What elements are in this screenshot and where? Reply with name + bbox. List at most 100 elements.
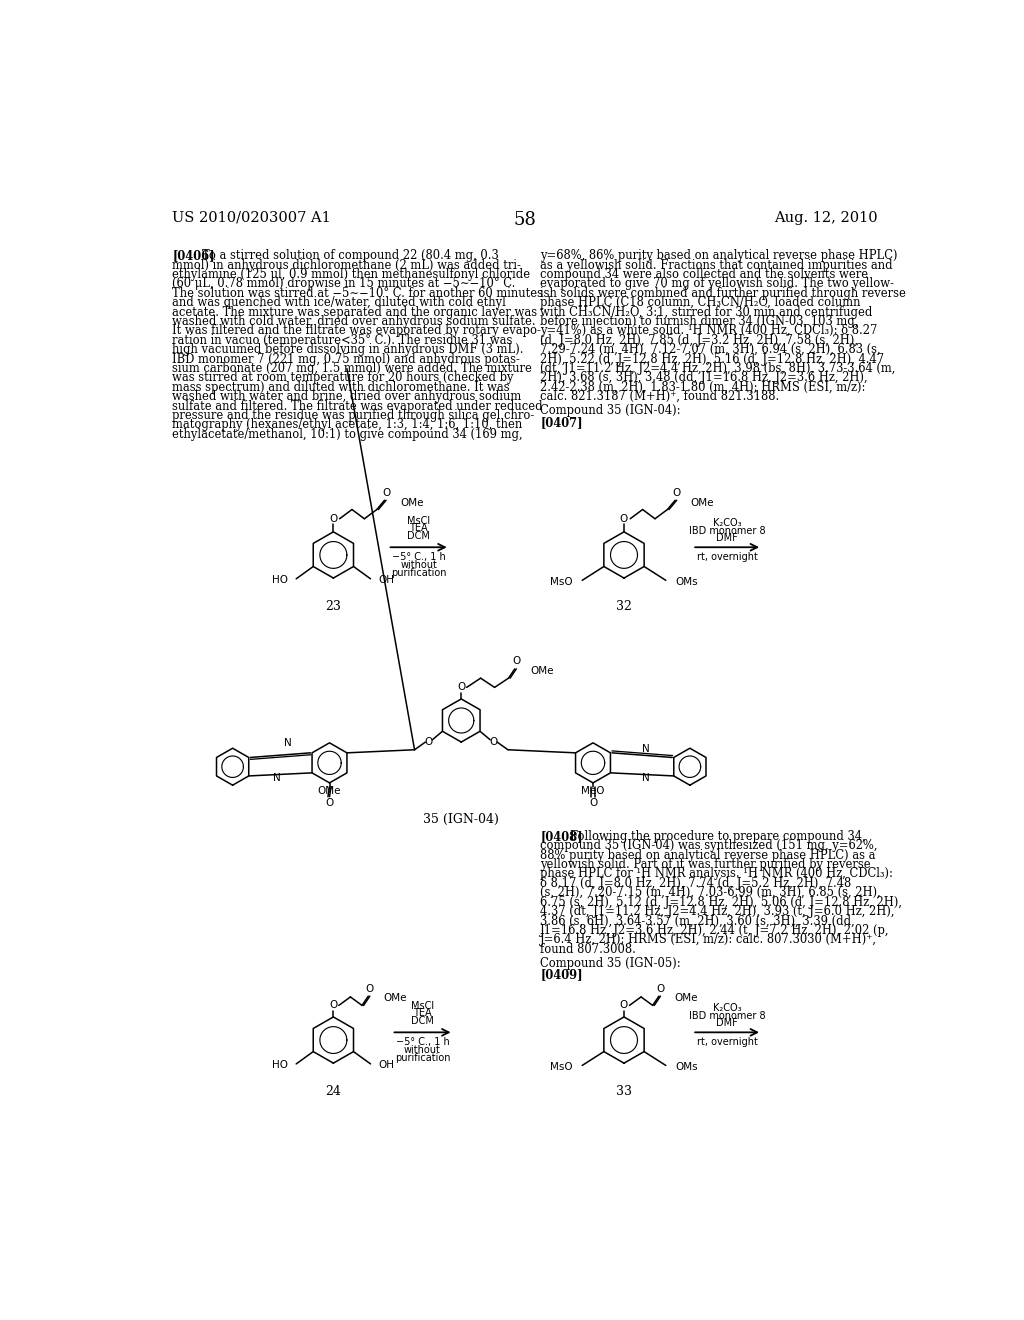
Text: (dt, J1=11.2 Hz, J2=4.4 Hz, 2H), 3.98 (bs, 8H), 3.73-3.64 (m,: (dt, J1=11.2 Hz, J2=4.4 Hz, 2H), 3.98 (b… [541, 362, 896, 375]
Text: and was quenched with ice/water, diluted with cold ethyl: and was quenched with ice/water, diluted… [172, 296, 506, 309]
Text: IBD monomer 8: IBD monomer 8 [689, 525, 765, 536]
Text: evaporated to give 70 mg of yellowish solid. The two yellow-: evaporated to give 70 mg of yellowish so… [541, 277, 894, 290]
Text: mass spectrum) and diluted with dichloromethane. It was: mass spectrum) and diluted with dichloro… [172, 380, 510, 393]
Text: washed with water and brine, dried over anhydrous sodium: washed with water and brine, dried over … [172, 391, 521, 403]
Text: O: O [620, 1001, 628, 1010]
Text: −5° C., 1 h: −5° C., 1 h [392, 552, 445, 562]
Text: ish solids were combined and further purified through reverse: ish solids were combined and further pur… [541, 286, 906, 300]
Text: phase HPLC for ¹H NMR analysis. ¹H NMR (400 Hz, CDCl₃):: phase HPLC for ¹H NMR analysis. ¹H NMR (… [541, 867, 893, 880]
Text: 2H), 3.68 (s, 3H), 3.48 (dd, J1=16.8 Hz, J2=3.6 Hz, 2H),: 2H), 3.68 (s, 3H), 3.48 (dd, J1=16.8 Hz,… [541, 371, 868, 384]
Text: OMe: OMe [317, 785, 341, 796]
Text: To a stirred solution of compound 22 (80.4 mg, 0.3: To a stirred solution of compound 22 (80… [202, 249, 499, 263]
Text: OMe: OMe [384, 994, 408, 1003]
Text: MeO: MeO [582, 785, 605, 796]
Text: O: O [330, 513, 338, 524]
Text: J1=16.8 Hz, J2=3.6 Hz, 2H), 2.44 (t, J=7.2 Hz, 2H), 2.02 (p,: J1=16.8 Hz, J2=3.6 Hz, 2H), 2.44 (t, J=7… [541, 924, 890, 937]
Text: O: O [489, 737, 498, 747]
Text: OH: OH [378, 1060, 394, 1071]
Text: MsCl: MsCl [411, 1001, 434, 1011]
Text: O: O [330, 1001, 338, 1010]
Text: TEA: TEA [410, 524, 428, 533]
Text: O: O [457, 682, 465, 693]
Text: K₂CO₃: K₂CO₃ [713, 1003, 741, 1014]
Text: calc. 821.3187 (M+H)⁺, found 821.3188.: calc. 821.3187 (M+H)⁺, found 821.3188. [541, 391, 779, 403]
Text: 6.75 (s, 2H), 5.12 (d, J=12.8 Hz, 2H), 5.06 (d, J=12.8 Hz, 2H),: 6.75 (s, 2H), 5.12 (d, J=12.8 Hz, 2H), 5… [541, 895, 902, 908]
Text: 4.37 (dt, J1=11.2 Hz, J2=4.4 Hz, 2H), 3.93 (t, J=6.0 Hz, 2H),: 4.37 (dt, J1=11.2 Hz, J2=4.4 Hz, 2H), 3.… [541, 906, 895, 917]
Text: O: O [620, 513, 628, 524]
Text: O: O [589, 797, 597, 808]
Text: N: N [272, 774, 281, 783]
Text: yellowish solid. Part of it was further purified by reverse: yellowish solid. Part of it was further … [541, 858, 871, 871]
Text: 2H), 5.22 (d, J=12.8 Hz, 2H), 5.16 (d, J=12.8 Hz, 2H), 4.47: 2H), 5.22 (d, J=12.8 Hz, 2H), 5.16 (d, J… [541, 352, 885, 366]
Text: 33: 33 [616, 1085, 632, 1098]
Text: −5° C., 1 h: −5° C., 1 h [395, 1038, 450, 1047]
Text: Aug. 12, 2010: Aug. 12, 2010 [774, 211, 878, 224]
Text: MsO: MsO [550, 577, 572, 587]
Text: OMe: OMe [530, 667, 554, 676]
Text: pressure and the residue was purified through silica gel chro-: pressure and the residue was purified th… [172, 409, 535, 422]
Text: washed with cold water, dried over anhydrous sodium sulfate.: washed with cold water, dried over anhyd… [172, 315, 536, 327]
Text: ration in vacuo (temperature<35° C.). The residue 31 was: ration in vacuo (temperature<35° C.). Th… [172, 334, 513, 347]
Text: y=68%, 86% purity based on analytical reverse phase HPLC): y=68%, 86% purity based on analytical re… [541, 249, 898, 263]
Text: [0408]: [0408] [541, 830, 583, 843]
Text: [0406]: [0406] [172, 249, 215, 263]
Text: O: O [424, 737, 432, 747]
Text: IBD monomer 7 (221 mg, 0.75 mmol) and anhydrous potas-: IBD monomer 7 (221 mg, 0.75 mmol) and an… [172, 352, 520, 366]
Text: DMF: DMF [716, 1019, 738, 1028]
Text: found 807.3008.: found 807.3008. [541, 942, 636, 956]
Text: matography (hexanes/ethyl acetate, 1:3, 1:4, 1:6, 1:10, then: matography (hexanes/ethyl acetate, 1:3, … [172, 418, 522, 432]
Text: DMF: DMF [716, 533, 738, 544]
Text: y=41%) as a white solid. ¹H NMR (400 Hz, CDCl₃): δ 8.27: y=41%) as a white solid. ¹H NMR (400 Hz,… [541, 325, 878, 338]
Text: rt, overnight: rt, overnight [696, 552, 758, 562]
Text: O: O [656, 985, 665, 994]
Text: HO: HO [272, 1060, 289, 1071]
Text: 2.42-2.38 (m, 2H), 1.83-1.80 (m, 4H); HRMS (ESI, m/z):: 2.42-2.38 (m, 2H), 1.83-1.80 (m, 4H); HR… [541, 380, 865, 393]
Text: N: N [285, 738, 292, 748]
Text: MsCl: MsCl [408, 516, 430, 525]
Text: It was filtered and the filtrate was evaporated by rotary evapo-: It was filtered and the filtrate was eva… [172, 325, 541, 338]
Text: The solution was stirred at −5∼−10° C. for another 60 minutes: The solution was stirred at −5∼−10° C. f… [172, 286, 543, 300]
Text: HO: HO [272, 576, 289, 585]
Text: sium carbonate (207 mg, 1.5 mmol) were added. The mixture: sium carbonate (207 mg, 1.5 mmol) were a… [172, 362, 532, 375]
Text: without: without [400, 560, 437, 570]
Text: IBD monomer 8: IBD monomer 8 [689, 1011, 765, 1020]
Text: N: N [642, 774, 650, 783]
Text: N: N [642, 744, 650, 754]
Text: MsO: MsO [550, 1063, 572, 1072]
Text: was stirred at room temperature for 20 hours (checked by: was stirred at room temperature for 20 h… [172, 371, 514, 384]
Text: compound 34 were also collected and the solvents were: compound 34 were also collected and the … [541, 268, 868, 281]
Text: 32: 32 [616, 599, 632, 612]
Text: compound 35 (IGN-04) was synthesized (151 mg, y=62%,: compound 35 (IGN-04) was synthesized (15… [541, 840, 878, 853]
Text: 24: 24 [326, 1085, 341, 1098]
Text: OMs: OMs [675, 577, 697, 587]
Text: 7.29-7.24 (m, 4H), 7.12-7.07 (m, 3H), 6.94 (s, 2H), 6.83 (s,: 7.29-7.24 (m, 4H), 7.12-7.07 (m, 3H), 6.… [541, 343, 881, 356]
Text: O: O [512, 656, 520, 667]
Text: OMs: OMs [675, 1063, 697, 1072]
Text: (60 μL, 0.78 mmol) dropwise in 15 minutes at −5∼−10° C.: (60 μL, 0.78 mmol) dropwise in 15 minute… [172, 277, 515, 290]
Text: OH: OH [378, 576, 394, 585]
Text: O: O [382, 488, 390, 499]
Text: purification: purification [394, 1053, 451, 1063]
Text: [0409]: [0409] [541, 969, 583, 981]
Text: OMe: OMe [690, 498, 714, 508]
Text: DCM: DCM [411, 1016, 434, 1026]
Text: phase HPLC (C18 column, CH₃CN/H₂O, loaded column: phase HPLC (C18 column, CH₃CN/H₂O, loade… [541, 296, 861, 309]
Text: (d, J=8.0 Hz, 2H), 7.85 (d, J=3.2 Hz, 2H), 7.58 (s, 2H),: (d, J=8.0 Hz, 2H), 7.85 (d, J=3.2 Hz, 2H… [541, 334, 858, 347]
Text: ethylamine (125 μl, 0.9 mmol) then methanesulfonyl chloride: ethylamine (125 μl, 0.9 mmol) then metha… [172, 268, 530, 281]
Text: sulfate and filtered. The filtrate was evaporated under reduced: sulfate and filtered. The filtrate was e… [172, 400, 543, 413]
Text: (s, 2H), 7.20-7.15 (m, 4H), 7.03-6.99 (m, 3H), 6.85 (s, 2H),: (s, 2H), 7.20-7.15 (m, 4H), 7.03-6.99 (m… [541, 886, 881, 899]
Text: J=6.4 Hz, 2H); HRMS (ESI, m/z): calc. 807.3030 (M+H)⁺,: J=6.4 Hz, 2H); HRMS (ESI, m/z): calc. 80… [541, 933, 878, 946]
Text: 88% purity based on analytical reverse phase HPLC) as a: 88% purity based on analytical reverse p… [541, 849, 876, 862]
Text: 23: 23 [326, 599, 341, 612]
Text: O: O [366, 985, 374, 994]
Text: purification: purification [391, 568, 446, 578]
Text: mmol) in anhydrous dichloromethane (2 mL) was added tri-: mmol) in anhydrous dichloromethane (2 mL… [172, 259, 521, 272]
Text: acetate. The mixture was separated and the organic layer was: acetate. The mixture was separated and t… [172, 306, 538, 318]
Text: O: O [326, 797, 334, 808]
Text: TEA: TEA [414, 1008, 432, 1019]
Text: O: O [673, 488, 681, 499]
Text: with CH₃CN/H₂O, 3:1, stirred for 30 min and centrifuged: with CH₃CN/H₂O, 3:1, stirred for 30 min … [541, 306, 872, 318]
Text: [0407]: [0407] [541, 416, 583, 429]
Text: without: without [404, 1045, 441, 1056]
Text: 3.86 (s, 6H), 3.64-3.57 (m, 2H), 3.60 (s, 3H), 3.39 (dd,: 3.86 (s, 6H), 3.64-3.57 (m, 2H), 3.60 (s… [541, 915, 855, 928]
